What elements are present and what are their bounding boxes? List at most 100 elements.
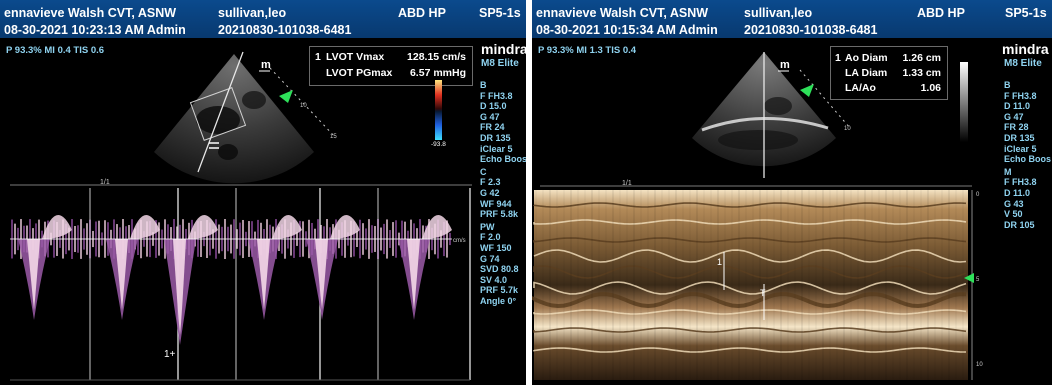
- mmode-echo-line: [533, 327, 967, 333]
- left-header-bar: ennavieve Walsh CVT, ASNW sullivan,leo A…: [0, 0, 526, 38]
- left-image-graphics: m 10 15 -93.8 1/1 cm/s 1+: [10, 51, 472, 381]
- mmode-echo-line: [532, 292, 967, 309]
- doppler-upstroke: [422, 214, 452, 239]
- left-param-line: FR 24: [480, 122, 505, 133]
- right-mindray-logo: mindra: [1002, 41, 1049, 57]
- left-param-line: F 2.3: [480, 177, 501, 188]
- mmode-echo-line: [533, 265, 967, 279]
- left-measurement-box: 1 LVOT Vmax 128.15 cm/s LVOT PGmax 6.57 …: [309, 46, 473, 86]
- left-param-line: G 74: [480, 253, 500, 264]
- ao-diam-value: 1.26 cm: [902, 52, 941, 64]
- left-focus-marker-icon: [279, 90, 293, 103]
- right-caliper-mark-2: T: [760, 288, 766, 298]
- left-power-readout: P 93.3% MI 0.4 TIS 0.6: [6, 45, 105, 56]
- right-param-line: DR 105: [1004, 219, 1035, 230]
- right-focus-marker-icon: [800, 84, 814, 97]
- mmode-echo-line: [533, 309, 967, 315]
- doppler-envelope-core: [257, 239, 270, 310]
- left-param-heading: C: [480, 166, 487, 177]
- right-measurement-index: 1: [835, 52, 841, 64]
- la-diam-label: LA Diam: [845, 67, 888, 79]
- doppler-envelope-core: [407, 239, 420, 310]
- svg-text:10: 10: [844, 126, 851, 132]
- right-param-line: Echo Boos: [1004, 154, 1052, 165]
- left-param-line: Echo Boos: [480, 154, 526, 165]
- doppler-envelope-core: [173, 239, 186, 335]
- left-param-line: PRF 5.7k: [480, 285, 519, 296]
- ao-diam-label: Ao Diam: [845, 52, 888, 64]
- left-param-line: iClear 5: [480, 143, 513, 154]
- right-param-line: iClear 5: [1004, 143, 1037, 154]
- depth-tick-0: 0: [976, 192, 980, 198]
- left-param-line: PRF 5.8k: [480, 209, 519, 220]
- left-param-heading: PW: [480, 221, 495, 232]
- la-ao-label: LA/Ao: [845, 82, 876, 94]
- doppler-upstroke: [130, 214, 160, 239]
- doppler-envelope-core: [115, 239, 128, 310]
- la-diam-value: 1.33 cm: [902, 67, 941, 79]
- right-caliper-mark-1: 1: [717, 257, 722, 267]
- left-param-line: WF 944: [480, 198, 512, 209]
- doppler-spectrum: [11, 188, 471, 380]
- left-baseline-unit: cm/s: [453, 238, 466, 244]
- right-exam-type: ABD HP: [917, 6, 965, 20]
- svg-text:15: 15: [330, 134, 337, 140]
- color-box-outline: [189, 87, 247, 141]
- right-patient-name: sullivan,leo: [744, 6, 813, 20]
- mmode-image-panel: ennavieve Walsh CVT, ASNW sullivan,leo A…: [532, 0, 1052, 385]
- mmode-echo-line: [533, 347, 967, 353]
- mmode-echo-line: [533, 237, 967, 243]
- right-probe-name: SP5-1s: [1005, 6, 1047, 20]
- right-grayscale-bar: [960, 62, 968, 142]
- doppler-cursor-line: [197, 51, 244, 173]
- doppler-image-panel: ennavieve Walsh CVT, ASNW sullivan,leo A…: [0, 0, 526, 385]
- right-param-line: DR 135: [1004, 132, 1035, 143]
- depth-tick-5: 5: [976, 277, 980, 283]
- right-operator-name: ennavieve Walsh CVT, ASNW: [536, 6, 709, 20]
- doppler-envelope-core: [315, 239, 328, 310]
- left-operator-name: ennavieve Walsh CVT, ASNW: [4, 6, 177, 20]
- lvot-pgmax-label: LVOT PGmax: [326, 67, 393, 79]
- left-param-line: D 15.0: [480, 101, 507, 112]
- doppler-upstroke: [188, 214, 218, 239]
- la-ao-value: 1.06: [920, 82, 941, 94]
- doppler-upstroke: [330, 214, 360, 239]
- mmode-echo-line: [533, 281, 967, 295]
- right-sector-label: m: [780, 59, 790, 71]
- left-patient-name: sullivan,leo: [218, 6, 287, 20]
- right-param-line: F FH3.8: [1004, 177, 1037, 188]
- left-param-line: Angle 0°: [480, 295, 517, 306]
- left-exam-type: ABD HP: [398, 6, 446, 20]
- right-param-line: D 11.0: [1004, 101, 1031, 112]
- left-probe-name: SP5-1s: [479, 6, 521, 20]
- right-param-line: D 11.0: [1004, 187, 1031, 198]
- right-image-graphics: m 10 1/1 1 T 0 5 10: [532, 52, 983, 380]
- left-param-heading: B: [480, 80, 487, 90]
- lvot-vmax-value: 128.15 cm/s: [407, 51, 466, 63]
- right-param-line: V 50: [1004, 209, 1023, 220]
- left-param-line: G 42: [480, 187, 500, 198]
- left-param-line: SV 4.0: [480, 274, 508, 285]
- mmode-echo-line: [533, 219, 967, 225]
- right-model-name: M8 Elite: [1004, 58, 1042, 69]
- left-timeline-label: 1/1: [100, 179, 110, 186]
- right-header-bar: ennavieve Walsh CVT, ASNW sullivan,leo A…: [532, 0, 1052, 38]
- left-param-line: G 47: [480, 111, 500, 122]
- left-datetime: 08-30-2021 10:23:13 AM Admin: [4, 23, 186, 37]
- left-mindray-logo: mindra: [481, 41, 526, 57]
- svg-text:10: 10: [300, 103, 307, 109]
- left-param-line: SVD 80.8: [480, 264, 519, 275]
- left-velocity-colorbar: [435, 80, 442, 140]
- left-param-line: DR 135: [480, 132, 511, 143]
- mmode-trace-lines: [532, 190, 967, 380]
- right-power-readout: P 93.3% MI 1.3 TIS 0.4: [538, 45, 637, 56]
- right-measurement-box: 1 Ao Diam 1.26 cm LA Diam 1.33 cm LA/Ao …: [830, 46, 948, 100]
- right-param-line: FR 28: [1004, 122, 1029, 133]
- right-param-line: G 43: [1004, 198, 1024, 209]
- right-exam-id: 20210830-101038-6481: [744, 23, 878, 37]
- mmode-echo-line: [533, 249, 967, 263]
- left-param-line: F FH3.8: [480, 90, 513, 101]
- left-colorbar-value: -93.8: [431, 141, 446, 148]
